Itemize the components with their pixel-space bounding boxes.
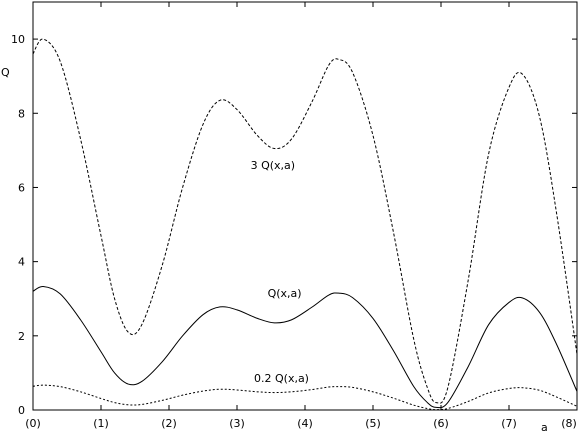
series-group — [32, 38, 578, 411]
series-annotation: 3 Q(x,a) — [251, 159, 295, 172]
series-line-1 — [32, 38, 578, 404]
y-tick-label: 6 — [18, 181, 25, 194]
y-axis-title: Q — [1, 66, 10, 79]
series-line-2 — [32, 285, 578, 409]
x-tick-label: (5) — [365, 417, 381, 430]
series-annotation: Q(x,a) — [268, 287, 302, 300]
y-tick-label: 8 — [18, 107, 25, 120]
x-tick-label: (4) — [297, 417, 313, 430]
series-line-3 — [32, 384, 578, 411]
x-tick-label: (8) — [561, 417, 577, 430]
ticks-group: (0) (1) (2) (3) (4) (5) (6) (7) (8) 0 2 4 6 8 10 — [11, 2, 578, 430]
y-tick-label: 0 — [18, 404, 25, 417]
series-annotation: 0.2 Q(x,a) — [254, 372, 309, 385]
x-tick-label: (3) — [229, 417, 245, 430]
y-tick-label: 4 — [18, 256, 25, 269]
y-tick-label: 2 — [18, 330, 25, 343]
x-tick-label: (0) — [25, 417, 41, 430]
annotations-group: 3 Q(x,a) Q(x,a) 0.2 Q(x,a) — [251, 159, 309, 385]
plot-frame — [32, 1, 578, 411]
y-tick-label: 10 — [11, 33, 25, 46]
x-axis-title: a — [541, 421, 548, 433]
x-tick-label: (6) — [433, 417, 449, 430]
x-tick-label: (2) — [161, 417, 177, 430]
x-tick-label: (7) — [501, 417, 517, 430]
x-tick-label: (1) — [93, 417, 109, 430]
